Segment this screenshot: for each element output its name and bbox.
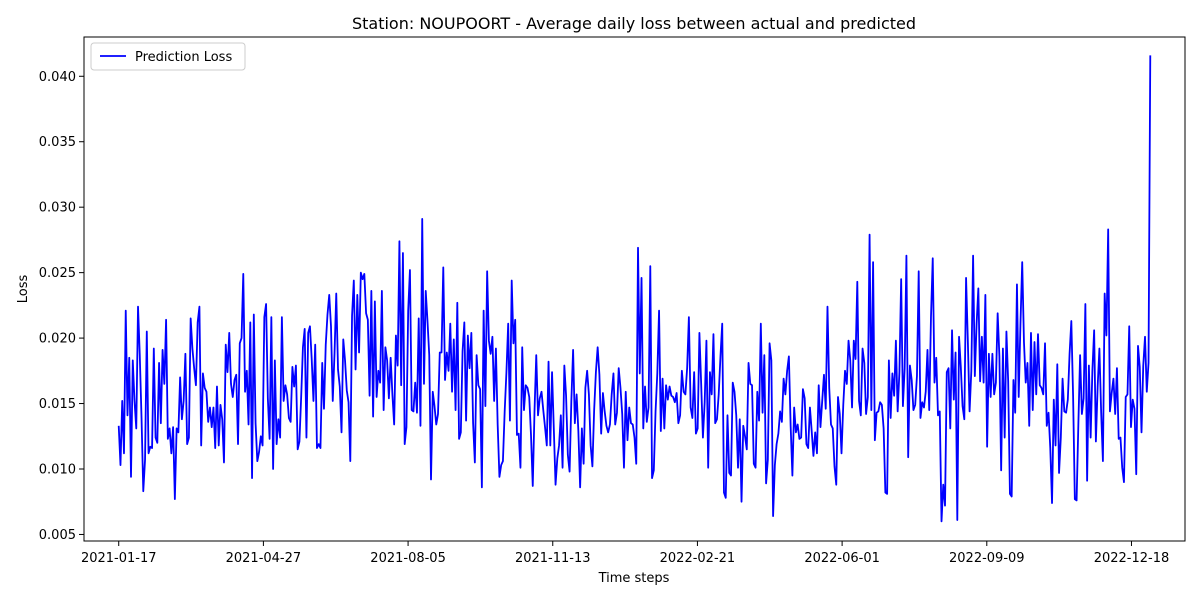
- x-tick-label: 2021-08-05: [370, 551, 446, 566]
- x-tick-label: 2021-04-27: [226, 551, 302, 566]
- x-tick-label: 2022-09-09: [949, 551, 1025, 566]
- y-axis: 0.005 0.010 0.015 0.020 0.025 0.030 0.035 0.040: [39, 70, 84, 543]
- plot-area: 2021-01-17 2021-04-27 2021-08-05 2021-11-13…: [39, 36, 1186, 566]
- x-tick-label: 2022-02-21: [660, 551, 736, 566]
- legend-label-prediction-loss: Prediction Loss: [135, 50, 232, 65]
- x-axis: 2021-01-17 2021-04-27 2021-08-05 2021-11-13…: [81, 541, 1169, 566]
- chart-title: Station: NOUPOORT - Average daily loss b…: [352, 14, 916, 33]
- y-tick-label: 0.025: [39, 266, 76, 281]
- legend: Prediction Loss: [90, 42, 246, 71]
- x-tick-label: 2021-11-13: [515, 551, 591, 566]
- y-tick-label: 0.040: [39, 70, 76, 85]
- y-tick-label: 0.010: [39, 463, 76, 478]
- legend-box: [90, 42, 246, 71]
- y-tick-label: 0.035: [39, 135, 76, 150]
- y-tick-label: 0.005: [39, 528, 76, 543]
- y-tick-label: 0.020: [39, 332, 76, 347]
- y-tick-label: 0.030: [39, 201, 76, 216]
- x-tick-label: 2022-12-18: [1094, 551, 1170, 566]
- x-tick-label: 2021-01-17: [81, 551, 157, 566]
- y-tick-label: 0.015: [39, 397, 76, 412]
- x-tick-label: 2022-06-01: [804, 551, 880, 566]
- series-line-prediction-loss: [117, 55, 1152, 523]
- x-axis-label: Time steps: [598, 571, 670, 586]
- axes-frame: [83, 36, 1186, 542]
- y-axis-label: Loss: [16, 275, 31, 304]
